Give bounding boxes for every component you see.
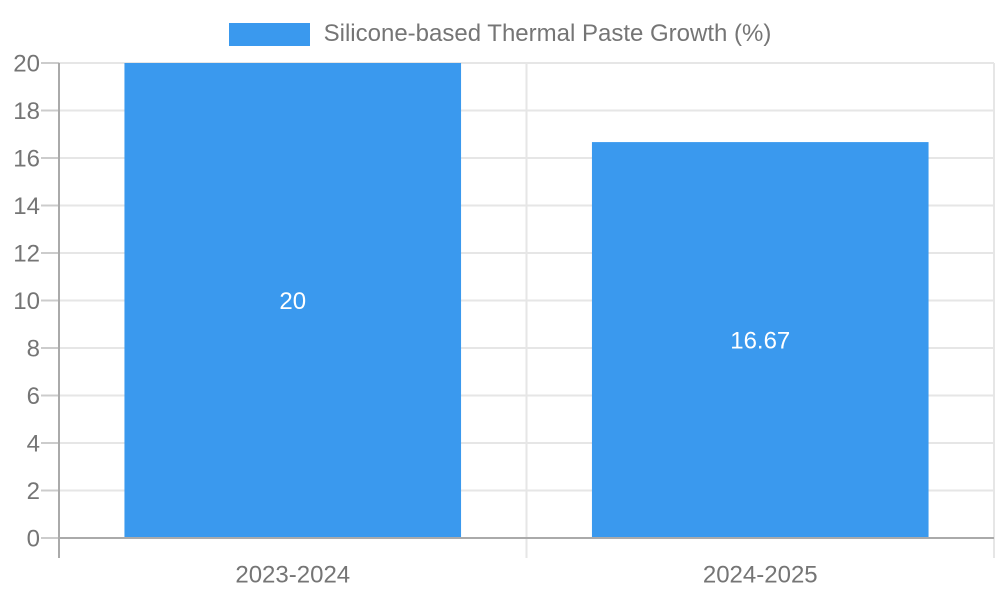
y-tick-label: 4 [27, 431, 40, 458]
y-tick-label: 6 [27, 383, 40, 410]
legend[interactable]: Silicone-based Thermal Paste Growth (%) [0, 20, 1000, 48]
bar-value-label: 20 [279, 288, 306, 315]
y-tick-label: 2 [27, 478, 40, 505]
bar-value-label: 16.67 [730, 328, 790, 355]
y-tick-label: 10 [13, 288, 40, 315]
x-axis-label: 2023-2024 [235, 562, 350, 589]
bar [124, 63, 462, 538]
legend-label: Silicone-based Thermal Paste Growth (%) [323, 20, 772, 47]
y-tick-label: 0 [27, 526, 40, 553]
y-tick-label: 16 [13, 146, 40, 173]
y-tick-label: 12 [13, 241, 40, 268]
y-tick-label: 14 [13, 193, 40, 220]
bar [591, 142, 929, 538]
legend-swatch [228, 22, 310, 46]
x-axis-label: 2024-2025 [703, 562, 818, 589]
y-tick-label: 8 [27, 336, 40, 363]
y-tick-label: 18 [13, 98, 40, 125]
y-tick-label: 20 [13, 51, 40, 78]
